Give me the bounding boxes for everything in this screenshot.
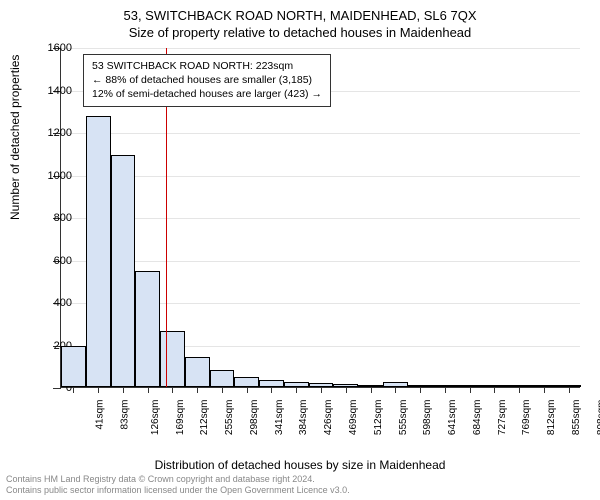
x-tick-label: 41sqm (95, 400, 106, 430)
x-tick-label: 641sqm (447, 400, 458, 436)
x-tick-label: 727sqm (497, 400, 508, 436)
title-block: 53, SWITCHBACK ROAD NORTH, MAIDENHEAD, S… (0, 0, 600, 42)
chart-title: 53, SWITCHBACK ROAD NORTH, MAIDENHEAD, S… (0, 8, 600, 25)
footer-line-1: Contains HM Land Registry data © Crown c… (6, 474, 350, 485)
x-tick (73, 387, 74, 393)
inner-plot: 53 SWITCHBACK ROAD NORTH: 223sqm ← 88% o… (60, 48, 580, 388)
x-tick (569, 387, 570, 393)
x-tick-label: 169sqm (175, 400, 186, 436)
x-tick (371, 387, 372, 393)
histogram-bar (432, 385, 457, 387)
y-tick-label: 800 (32, 212, 72, 224)
x-tick-label: 212sqm (200, 400, 211, 436)
x-tick (544, 387, 545, 393)
histogram-bar (309, 383, 334, 387)
histogram-bar (259, 380, 284, 387)
y-tick-label: 1200 (32, 127, 72, 139)
y-tick-label: 600 (32, 255, 72, 267)
x-tick-label: 512sqm (373, 400, 384, 436)
y-tick-label: 1600 (32, 42, 72, 54)
gridline (61, 133, 580, 134)
legend-line-3: 12% of semi-detached houses are larger (… (92, 87, 322, 101)
histogram-bar (358, 385, 383, 387)
histogram-bar (234, 377, 259, 387)
histogram-bar (482, 385, 507, 387)
x-tick (98, 387, 99, 393)
x-tick (420, 387, 421, 393)
histogram-bar (556, 385, 581, 387)
x-tick-label: 555sqm (398, 400, 409, 436)
x-tick-label: 469sqm (348, 400, 359, 436)
legend-line-2: ← 88% of detached houses are smaller (3,… (92, 73, 322, 87)
x-axis-title: Distribution of detached houses by size … (0, 458, 600, 472)
gridline (61, 218, 580, 219)
histogram-bar (210, 370, 235, 387)
x-tick-label: 598sqm (422, 400, 433, 436)
chart-subtitle: Size of property relative to detached ho… (0, 25, 600, 42)
histogram-bar (333, 384, 358, 387)
histogram-bar (61, 346, 86, 387)
x-tick-label: 255sqm (224, 400, 235, 436)
x-tick (445, 387, 446, 393)
x-tick (321, 387, 322, 393)
gridline (61, 176, 580, 177)
x-tick (395, 387, 396, 393)
histogram-bar (284, 382, 309, 387)
x-tick (123, 387, 124, 393)
x-tick-label: 298sqm (249, 400, 260, 436)
x-tick (346, 387, 347, 393)
x-tick (271, 387, 272, 393)
y-tick-label: 400 (32, 297, 72, 309)
histogram-bar (111, 155, 136, 387)
gridline (61, 48, 580, 49)
plot-area: 53 SWITCHBACK ROAD NORTH: 223sqm ← 88% o… (60, 48, 580, 418)
x-tick (197, 387, 198, 393)
histogram-bar (135, 271, 160, 387)
x-tick (247, 387, 248, 393)
x-tick (296, 387, 297, 393)
y-tick-label: 1000 (32, 170, 72, 182)
x-tick-label: 812sqm (546, 400, 557, 436)
histogram-bar (507, 385, 532, 387)
histogram-bar (160, 331, 185, 387)
histogram-bar (531, 385, 556, 387)
x-tick-label: 384sqm (299, 400, 310, 436)
x-tick-label: 426sqm (323, 400, 334, 436)
histogram-bar (457, 385, 482, 387)
x-tick-label: 341sqm (274, 400, 285, 436)
histogram-bar (185, 357, 210, 387)
y-axis-title: Number of detached properties (8, 55, 22, 220)
x-tick-label: 855sqm (571, 400, 582, 436)
legend-line-1: 53 SWITCHBACK ROAD NORTH: 223sqm (92, 59, 322, 73)
histogram-bar (383, 382, 408, 387)
x-tick (172, 387, 173, 393)
x-tick-label: 684sqm (472, 400, 483, 436)
histogram-bar (408, 385, 433, 387)
legend-box: 53 SWITCHBACK ROAD NORTH: 223sqm ← 88% o… (83, 54, 331, 107)
x-tick (519, 387, 520, 393)
gridline (61, 261, 580, 262)
x-tick (222, 387, 223, 393)
footer-line-2: Contains public sector information licen… (6, 485, 350, 496)
x-tick-label: 769sqm (521, 400, 532, 436)
x-tick-label: 126sqm (150, 400, 161, 436)
x-tick (470, 387, 471, 393)
y-tick-label: 1400 (32, 85, 72, 97)
x-tick-label: 898sqm (596, 400, 600, 436)
x-tick (494, 387, 495, 393)
x-tick (148, 387, 149, 393)
histogram-bar (86, 116, 111, 387)
footer: Contains HM Land Registry data © Crown c… (6, 474, 350, 497)
x-tick-label: 83sqm (120, 400, 131, 430)
